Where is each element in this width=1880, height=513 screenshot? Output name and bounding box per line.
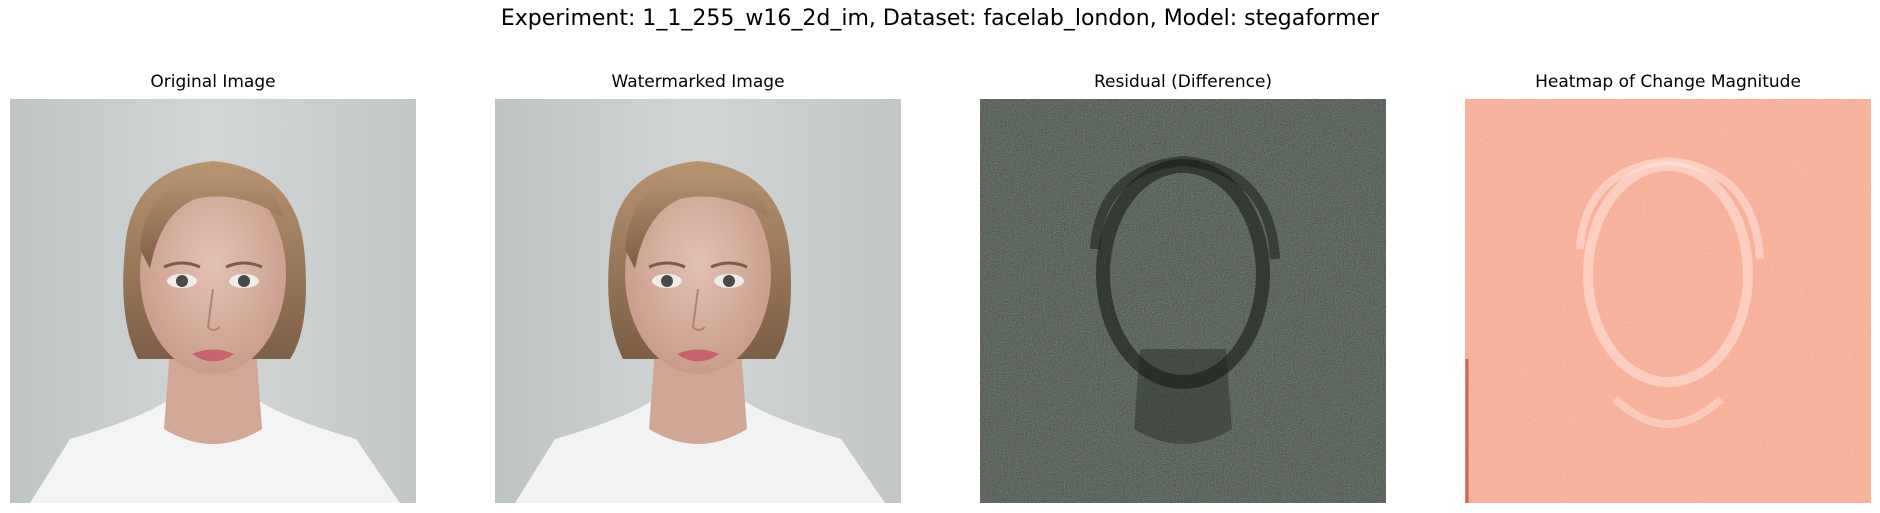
panel-watermarked-image: Watermarked Image	[495, 72, 901, 503]
figure-suptitle: Experiment: 1_1_255_w16_2d_im, Dataset: …	[500, 6, 1380, 31]
panel-residual: Residual (Difference)	[980, 72, 1386, 503]
panel-original-image: Original Image	[10, 72, 416, 503]
heatmap-change-magnitude	[1465, 99, 1871, 503]
panel-title-watermarked: Watermarked Image	[611, 72, 785, 92]
panel-title-heatmap: Heatmap of Change Magnitude	[1535, 72, 1801, 92]
original-portrait-photo	[10, 99, 416, 503]
residual-image	[980, 99, 1386, 503]
panel-heatmap: Heatmap of Change Magnitude	[1465, 72, 1871, 503]
residual-noise-map	[980, 99, 1386, 503]
panel-title-original: Original Image	[150, 72, 276, 92]
watermarked-image	[495, 99, 901, 503]
heatmap-image	[1465, 99, 1871, 503]
watermarked-portrait-photo	[495, 99, 901, 503]
panel-title-residual: Residual (Difference)	[1093, 72, 1273, 92]
original-image	[10, 99, 416, 503]
